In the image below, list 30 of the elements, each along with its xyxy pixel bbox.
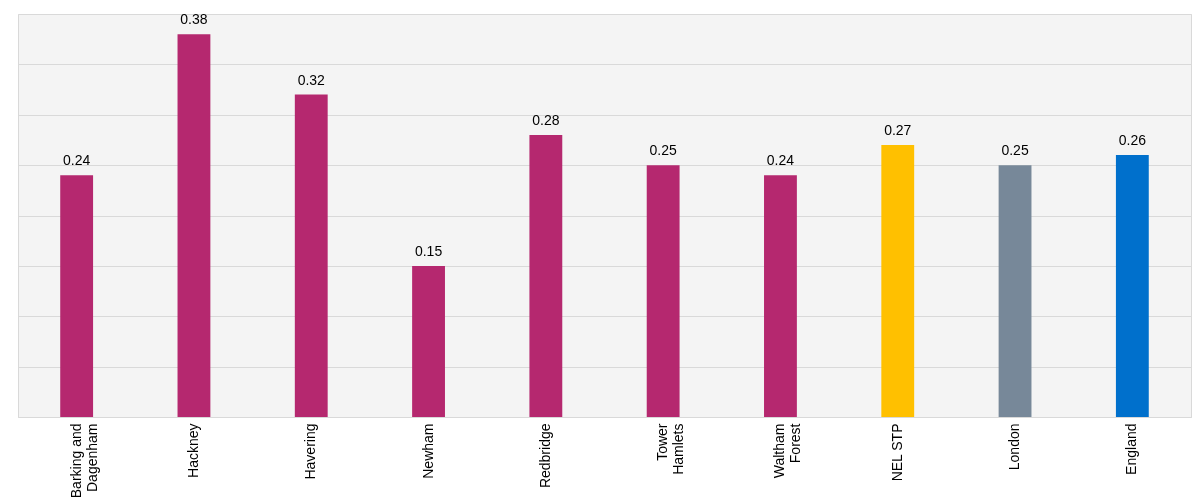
data-label: 0.25 bbox=[649, 142, 677, 159]
data-label: 0.27 bbox=[884, 121, 912, 138]
x-tick-label: Havering bbox=[302, 423, 319, 480]
data-label: 0.38 bbox=[180, 11, 208, 28]
bar bbox=[294, 94, 328, 417]
bar bbox=[1115, 155, 1149, 417]
bar bbox=[529, 134, 563, 417]
x-tick-label: Redbridge bbox=[536, 423, 553, 489]
data-label: 0.24 bbox=[766, 152, 795, 169]
bar bbox=[646, 165, 680, 417]
data-label: 0.24 bbox=[63, 152, 91, 169]
bar bbox=[998, 165, 1032, 417]
x-tick-label: Tower Hamlets bbox=[654, 423, 687, 475]
bar bbox=[412, 265, 445, 417]
x-tick-label: Barking and Dagenham bbox=[67, 423, 100, 499]
bar bbox=[764, 175, 797, 417]
x-tick-label: NEL STP bbox=[888, 423, 905, 482]
x-tick-label: England bbox=[1123, 423, 1140, 475]
bar bbox=[60, 175, 94, 417]
x-tick-label: Waltham Forest bbox=[771, 423, 804, 479]
bar bbox=[177, 34, 211, 417]
x-tick-label: Hackney bbox=[184, 423, 201, 478]
data-label: 0.32 bbox=[297, 71, 326, 88]
data-label: 0.15 bbox=[414, 242, 443, 259]
x-tick-label: London bbox=[1006, 423, 1023, 471]
x-tick-label: Newham bbox=[419, 423, 436, 479]
bar bbox=[881, 144, 915, 417]
data-label: 0.28 bbox=[532, 111, 560, 128]
data-label: 0.25 bbox=[1001, 142, 1029, 159]
data-label: 0.26 bbox=[1118, 132, 1147, 149]
